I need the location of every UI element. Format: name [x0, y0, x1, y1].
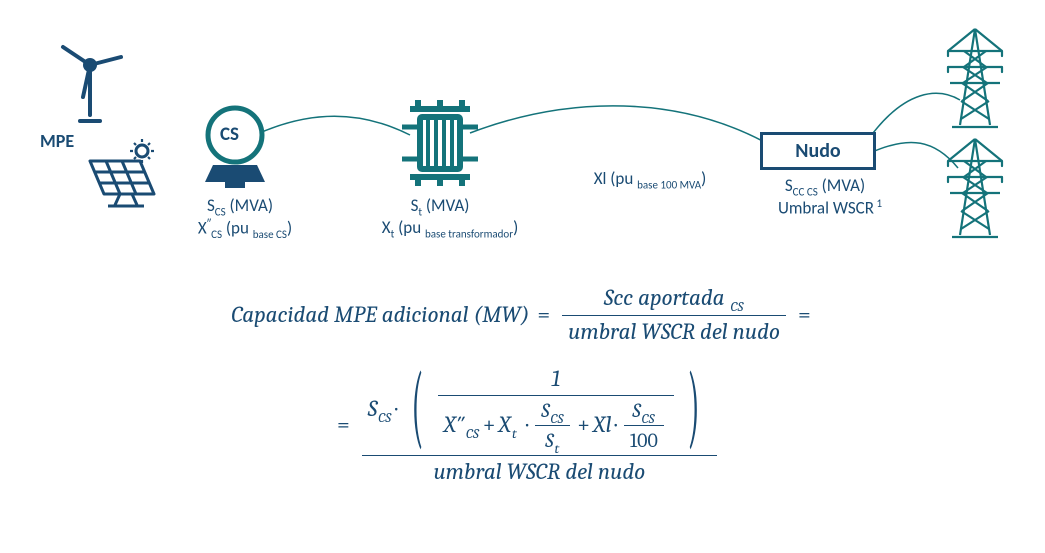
f1-den: umbral WSCR del nudo — [562, 316, 786, 347]
f2-ScsSt-den: St — [539, 426, 566, 453]
f2-Scs100-den: 100 — [624, 426, 664, 453]
transformer-icon — [390, 97, 490, 192]
formula-area: Capacidad MPE adicional (MW) = Scc aport… — [90, 278, 960, 493]
f2-outer-frac: SCS · ( 1 X″CS + Xt · SCS — [362, 365, 717, 488]
f2-Xl: Xl — [593, 411, 611, 440]
nudo-s-label: SCC CS (MVA) — [760, 175, 890, 198]
f2-inner-frac: 1 X″CS + Xt · SCS St + — [438, 365, 674, 454]
f2-X: X″CS — [444, 411, 480, 440]
cs-s-label: SCS (MVA) — [190, 195, 290, 218]
nudo-box: Nudo — [760, 132, 876, 170]
diagram-area: MPE CS SCS (MVA) X″CS (pu base CS) — [40, 5, 1030, 265]
dot-1: · — [392, 395, 400, 424]
f2-one: 1 — [545, 365, 566, 396]
formula-line1: Capacidad MPE adicional (MW) = Scc aport… — [90, 284, 960, 347]
lparen: ( — [412, 381, 424, 432]
equals-1: = — [529, 301, 558, 330]
pylon-top-icon — [940, 25, 1010, 133]
f2-S: SCS — [368, 395, 392, 424]
plus-2: + — [574, 411, 593, 440]
equals-2: = — [790, 301, 819, 330]
equals-3: = — [329, 411, 358, 440]
rparen: ) — [687, 381, 699, 432]
f2-ScsSt-num: SCS — [535, 398, 570, 425]
f2-Scs100-num: SCS — [626, 398, 661, 425]
nudo-wscrf-label: Umbral WSCR 1 — [760, 197, 900, 219]
transformer-x-label: Xt (pu base transformador) — [350, 217, 550, 240]
pylon-bottom-icon — [940, 135, 1010, 243]
dot-3: · — [611, 411, 619, 440]
f2-den: umbral WSCR del nudo — [427, 456, 651, 487]
line-x-label: Xl (pu base 100 MVA) — [565, 168, 735, 191]
nudo-label: Nudo — [795, 139, 840, 163]
formula-line2: = SCS · ( 1 X″CS + Xt · — [90, 365, 960, 488]
wind-turbine-icon — [55, 35, 125, 125]
f1-num: Scc aportada CS — [598, 284, 750, 315]
cs-x-label: X″CS (pu base CS) — [175, 217, 315, 241]
f1-left: Capacidad MPE adicional (MW) — [231, 301, 529, 330]
f2-Xt: Xt — [499, 411, 518, 440]
transformer-s-label: St (MVA) — [400, 195, 480, 218]
cs-icon-label: CS — [220, 123, 239, 146]
dot-2: · — [518, 411, 531, 440]
solar-panel-icon — [80, 139, 170, 209]
plus-1: + — [480, 411, 499, 440]
mpe-label: MPE — [40, 130, 74, 152]
